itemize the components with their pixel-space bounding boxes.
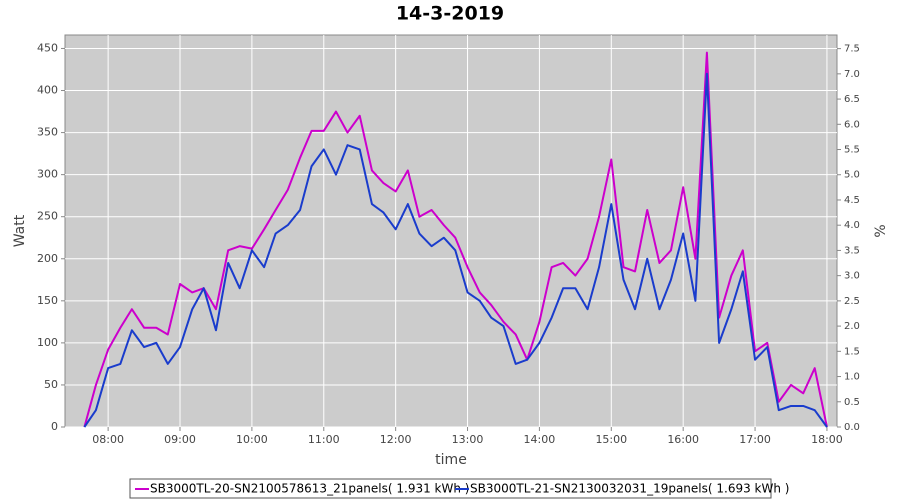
x-tick-label: 12:00 — [380, 433, 412, 446]
y-tick-label: 450 — [37, 41, 58, 54]
y2-tick-label: 2.0 — [844, 321, 860, 332]
x-tick-label: 16:00 — [667, 433, 699, 446]
x-tick-label: 08:00 — [92, 433, 124, 446]
y2-tick-label: 4.5 — [844, 195, 860, 206]
y-tick-label: 400 — [37, 84, 58, 97]
y-tick-label: 0 — [51, 420, 58, 433]
y2-tick-label: 7.5 — [844, 44, 860, 55]
y2-tick-label: 5.0 — [844, 170, 860, 181]
x-tick-label: 10:00 — [236, 433, 268, 446]
legend-label: SB3000TL-20-SN2100578613_21panels( 1.931… — [150, 482, 469, 496]
x-tick-label: 13:00 — [452, 433, 484, 446]
y-tick-label: 150 — [37, 294, 58, 307]
y-tick-label: 50 — [44, 378, 58, 391]
x-tick-label: 11:00 — [308, 433, 340, 446]
plot-area — [64, 34, 838, 428]
y2-tick-label: 0.5 — [844, 397, 860, 408]
y-tick-label: 200 — [37, 252, 58, 265]
y2-tick-label: 3.0 — [844, 271, 860, 282]
y2-tick-label: 4.0 — [844, 220, 860, 231]
y-tick-label: 300 — [37, 168, 58, 181]
y-tick-label: 350 — [37, 126, 58, 139]
y-axis-label: Watt — [12, 214, 28, 247]
series-line — [83, 72, 828, 428]
y2-tick-label: 1.5 — [844, 346, 860, 357]
x-tick-label: 17:00 — [739, 433, 771, 446]
y-tick-label: 250 — [37, 210, 58, 223]
y2-tick-label: 1.0 — [844, 372, 860, 383]
y2-tick-label: 6.0 — [844, 119, 860, 130]
x-tick-label: 15:00 — [595, 433, 627, 446]
x-tick-label: 09:00 — [164, 433, 196, 446]
x-axis-label: time — [435, 452, 467, 468]
y2-tick-label: 5.5 — [844, 145, 860, 156]
series-line — [83, 51, 828, 428]
legend-label: SB3000TL-21-SN2130032031_19panels( 1.693… — [470, 482, 789, 496]
y2-axis-label: % — [873, 224, 889, 237]
y2-tick-label: 3.5 — [844, 245, 860, 256]
legend — [129, 478, 772, 499]
y2-tick-label: 6.5 — [844, 94, 860, 105]
y2-tick-label: 7.0 — [844, 69, 860, 80]
x-tick-label: 18:00 — [811, 433, 843, 446]
y-tick-label: 100 — [37, 336, 58, 349]
y2-tick-label: 0.0 — [844, 422, 860, 433]
chart-title: 14-3-2019 — [396, 3, 504, 25]
x-tick-label: 14:00 — [524, 433, 556, 446]
y2-tick-label: 2.5 — [844, 296, 860, 307]
